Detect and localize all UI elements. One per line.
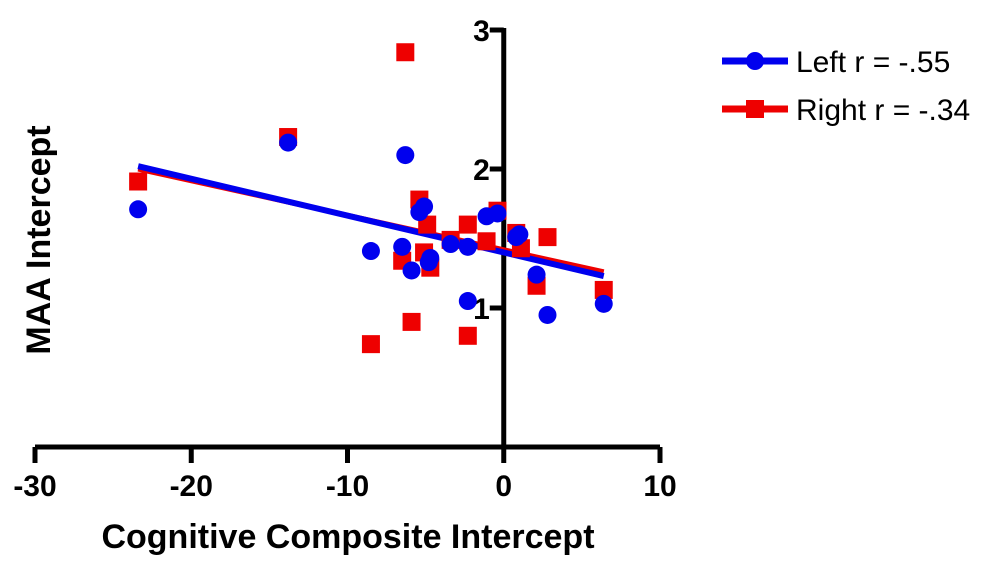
point-left bbox=[129, 200, 148, 219]
y-axis-title: MAA Intercept bbox=[20, 125, 58, 354]
point-right bbox=[477, 232, 496, 251]
x-tick-label: -20 bbox=[170, 470, 213, 503]
point-left bbox=[361, 242, 380, 261]
point-left bbox=[279, 133, 298, 152]
point-left bbox=[527, 265, 546, 284]
point-left bbox=[458, 292, 477, 311]
x-axis-title: Cognitive Composite Intercept bbox=[101, 518, 594, 556]
point-right bbox=[458, 326, 477, 345]
point-left bbox=[419, 253, 438, 272]
x-tick-label: 0 bbox=[495, 470, 512, 503]
point-right bbox=[538, 228, 557, 247]
point-left bbox=[538, 305, 557, 324]
legend: Left r = -.55 Right r = -.34 bbox=[722, 46, 970, 127]
point-left bbox=[594, 294, 613, 313]
point-right bbox=[458, 215, 477, 234]
data-points bbox=[129, 43, 613, 354]
legend-item-right: Right r = -.34 bbox=[722, 94, 970, 127]
axes: -30 -20 -10 0 10 1 2 3 bbox=[13, 15, 676, 503]
point-right bbox=[396, 43, 415, 62]
legend-item-left: Left r = -.55 bbox=[722, 46, 950, 79]
legend-label-right: Right r = -.34 bbox=[796, 94, 970, 127]
y-tick-label: 3 bbox=[473, 15, 490, 48]
point-left bbox=[441, 235, 460, 254]
fit-line-left bbox=[137, 163, 605, 279]
point-left bbox=[458, 237, 477, 256]
point-left bbox=[396, 146, 415, 165]
x-tick-label: -30 bbox=[13, 470, 56, 503]
point-right bbox=[594, 280, 613, 299]
legend-label-left: Left r = -.55 bbox=[796, 46, 950, 79]
point-left bbox=[393, 237, 412, 256]
legend-marker-right bbox=[746, 100, 764, 118]
point-left bbox=[402, 261, 421, 280]
point-right bbox=[361, 335, 380, 354]
point-left bbox=[415, 197, 434, 216]
y-tick-label: 1 bbox=[473, 293, 490, 326]
point-right bbox=[402, 312, 421, 331]
y-tick-label: 2 bbox=[473, 154, 490, 187]
point-left bbox=[488, 204, 507, 223]
point-right bbox=[129, 172, 148, 191]
point-left bbox=[510, 225, 529, 244]
legend-marker-left bbox=[746, 52, 764, 70]
x-tick-label: 10 bbox=[643, 470, 676, 503]
x-tick-label: -10 bbox=[326, 470, 369, 503]
